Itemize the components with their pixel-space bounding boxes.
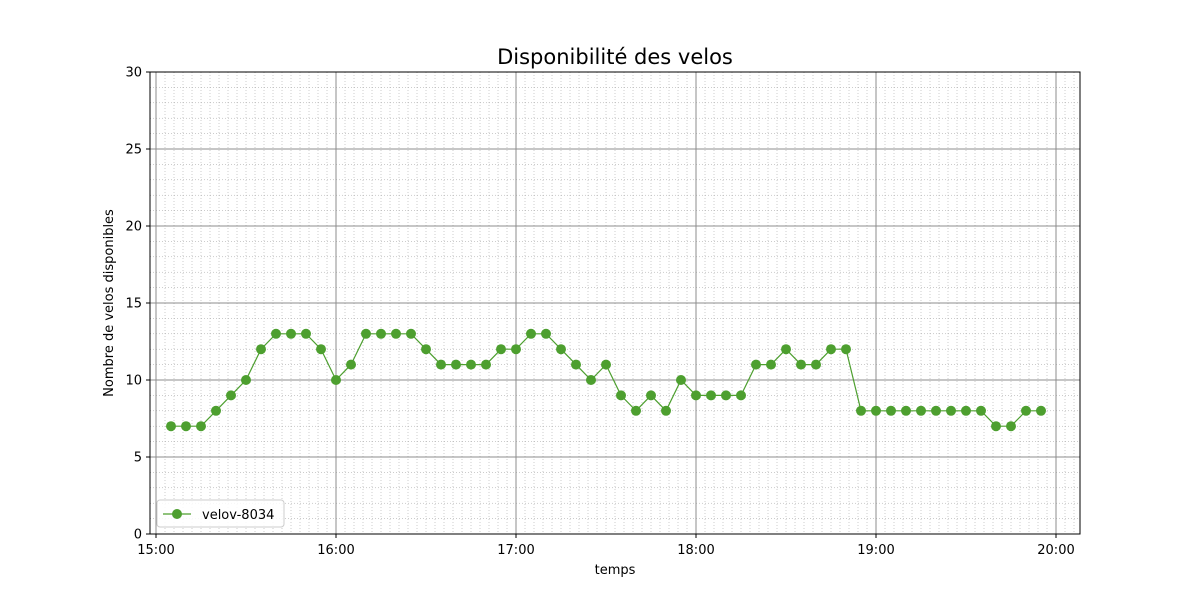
data-point — [376, 328, 386, 339]
data-point — [601, 359, 611, 370]
data-point — [256, 344, 266, 355]
data-point — [706, 390, 716, 401]
data-point — [631, 405, 641, 416]
data-point — [646, 390, 656, 401]
data-point — [226, 390, 236, 401]
data-point — [481, 359, 491, 370]
data-point — [166, 421, 176, 432]
data-point — [826, 344, 836, 355]
data-point — [796, 359, 806, 370]
data-point — [586, 375, 596, 385]
data-point — [976, 405, 986, 416]
legend-box — [156, 499, 285, 528]
data-point — [271, 328, 281, 339]
y-tick-label: 0 — [134, 528, 142, 543]
data-point — [511, 344, 521, 355]
data-point — [721, 390, 731, 401]
x-tick-label: 18:00 — [677, 543, 714, 558]
data-point — [901, 405, 911, 416]
data-point — [211, 405, 221, 416]
data-point — [871, 405, 881, 416]
x-tick-label: 19:00 — [857, 543, 894, 558]
data-point — [751, 359, 761, 370]
data-point — [241, 375, 251, 385]
x-axis: 15:00 16:00 17:00 18:00 19:00 20:00 — [137, 534, 1075, 558]
data-point — [526, 328, 536, 339]
data-point — [616, 390, 626, 401]
data-point — [541, 328, 551, 339]
data-point — [766, 359, 776, 370]
x-tick-label: 20:00 — [1037, 543, 1074, 558]
y-axis-label: Nombre de velos disponibles — [102, 209, 117, 397]
data-point — [301, 328, 311, 339]
legend-entry-label: velov-8034 — [202, 508, 274, 523]
data-point — [946, 405, 956, 416]
y-tick-label: 15 — [125, 297, 142, 312]
x-axis-label: temps — [595, 563, 636, 578]
data-point — [886, 405, 896, 416]
y-tick-label: 25 — [125, 143, 142, 158]
data-point — [961, 405, 971, 416]
data-point — [361, 328, 371, 339]
legend: velov-8034 — [156, 499, 285, 528]
y-axis: 0 5 10 15 20 25 30 — [125, 66, 150, 543]
data-point — [316, 344, 326, 355]
data-point — [736, 390, 746, 401]
data-point — [286, 328, 296, 339]
x-tick-label: 16:00 — [317, 543, 354, 558]
data-point — [421, 344, 431, 355]
data-point — [856, 405, 866, 416]
data-point — [436, 359, 446, 370]
data-point — [556, 344, 566, 355]
y-tick-label: 10 — [125, 374, 142, 389]
data-point — [571, 359, 581, 370]
legend-marker-sample — [172, 509, 182, 519]
data-point — [1006, 421, 1016, 432]
data-point — [451, 359, 461, 370]
data-point — [841, 344, 851, 355]
data-point — [331, 375, 341, 385]
series-layer — [166, 328, 1046, 432]
data-point — [466, 359, 476, 370]
y-tick-label: 20 — [125, 220, 142, 235]
data-point — [1036, 405, 1046, 416]
y-tick-label: 30 — [125, 66, 142, 81]
data-point — [406, 328, 416, 339]
data-point — [496, 344, 506, 355]
data-point — [391, 328, 401, 339]
data-point — [916, 405, 926, 416]
data-point — [931, 405, 941, 416]
chart-title: Disponibilité des velos — [497, 45, 733, 69]
data-point — [691, 390, 701, 401]
data-point — [181, 421, 191, 432]
data-point — [991, 421, 1001, 432]
data-point — [781, 344, 791, 355]
data-point — [196, 421, 206, 432]
x-tick-label: 17:00 — [497, 543, 534, 558]
data-point — [1021, 405, 1031, 416]
data-point — [676, 375, 686, 385]
y-tick-label: 5 — [134, 451, 142, 466]
data-point — [811, 359, 821, 370]
data-point — [661, 405, 671, 416]
x-tick-label: 15:00 — [137, 543, 174, 558]
data-point — [346, 359, 356, 370]
